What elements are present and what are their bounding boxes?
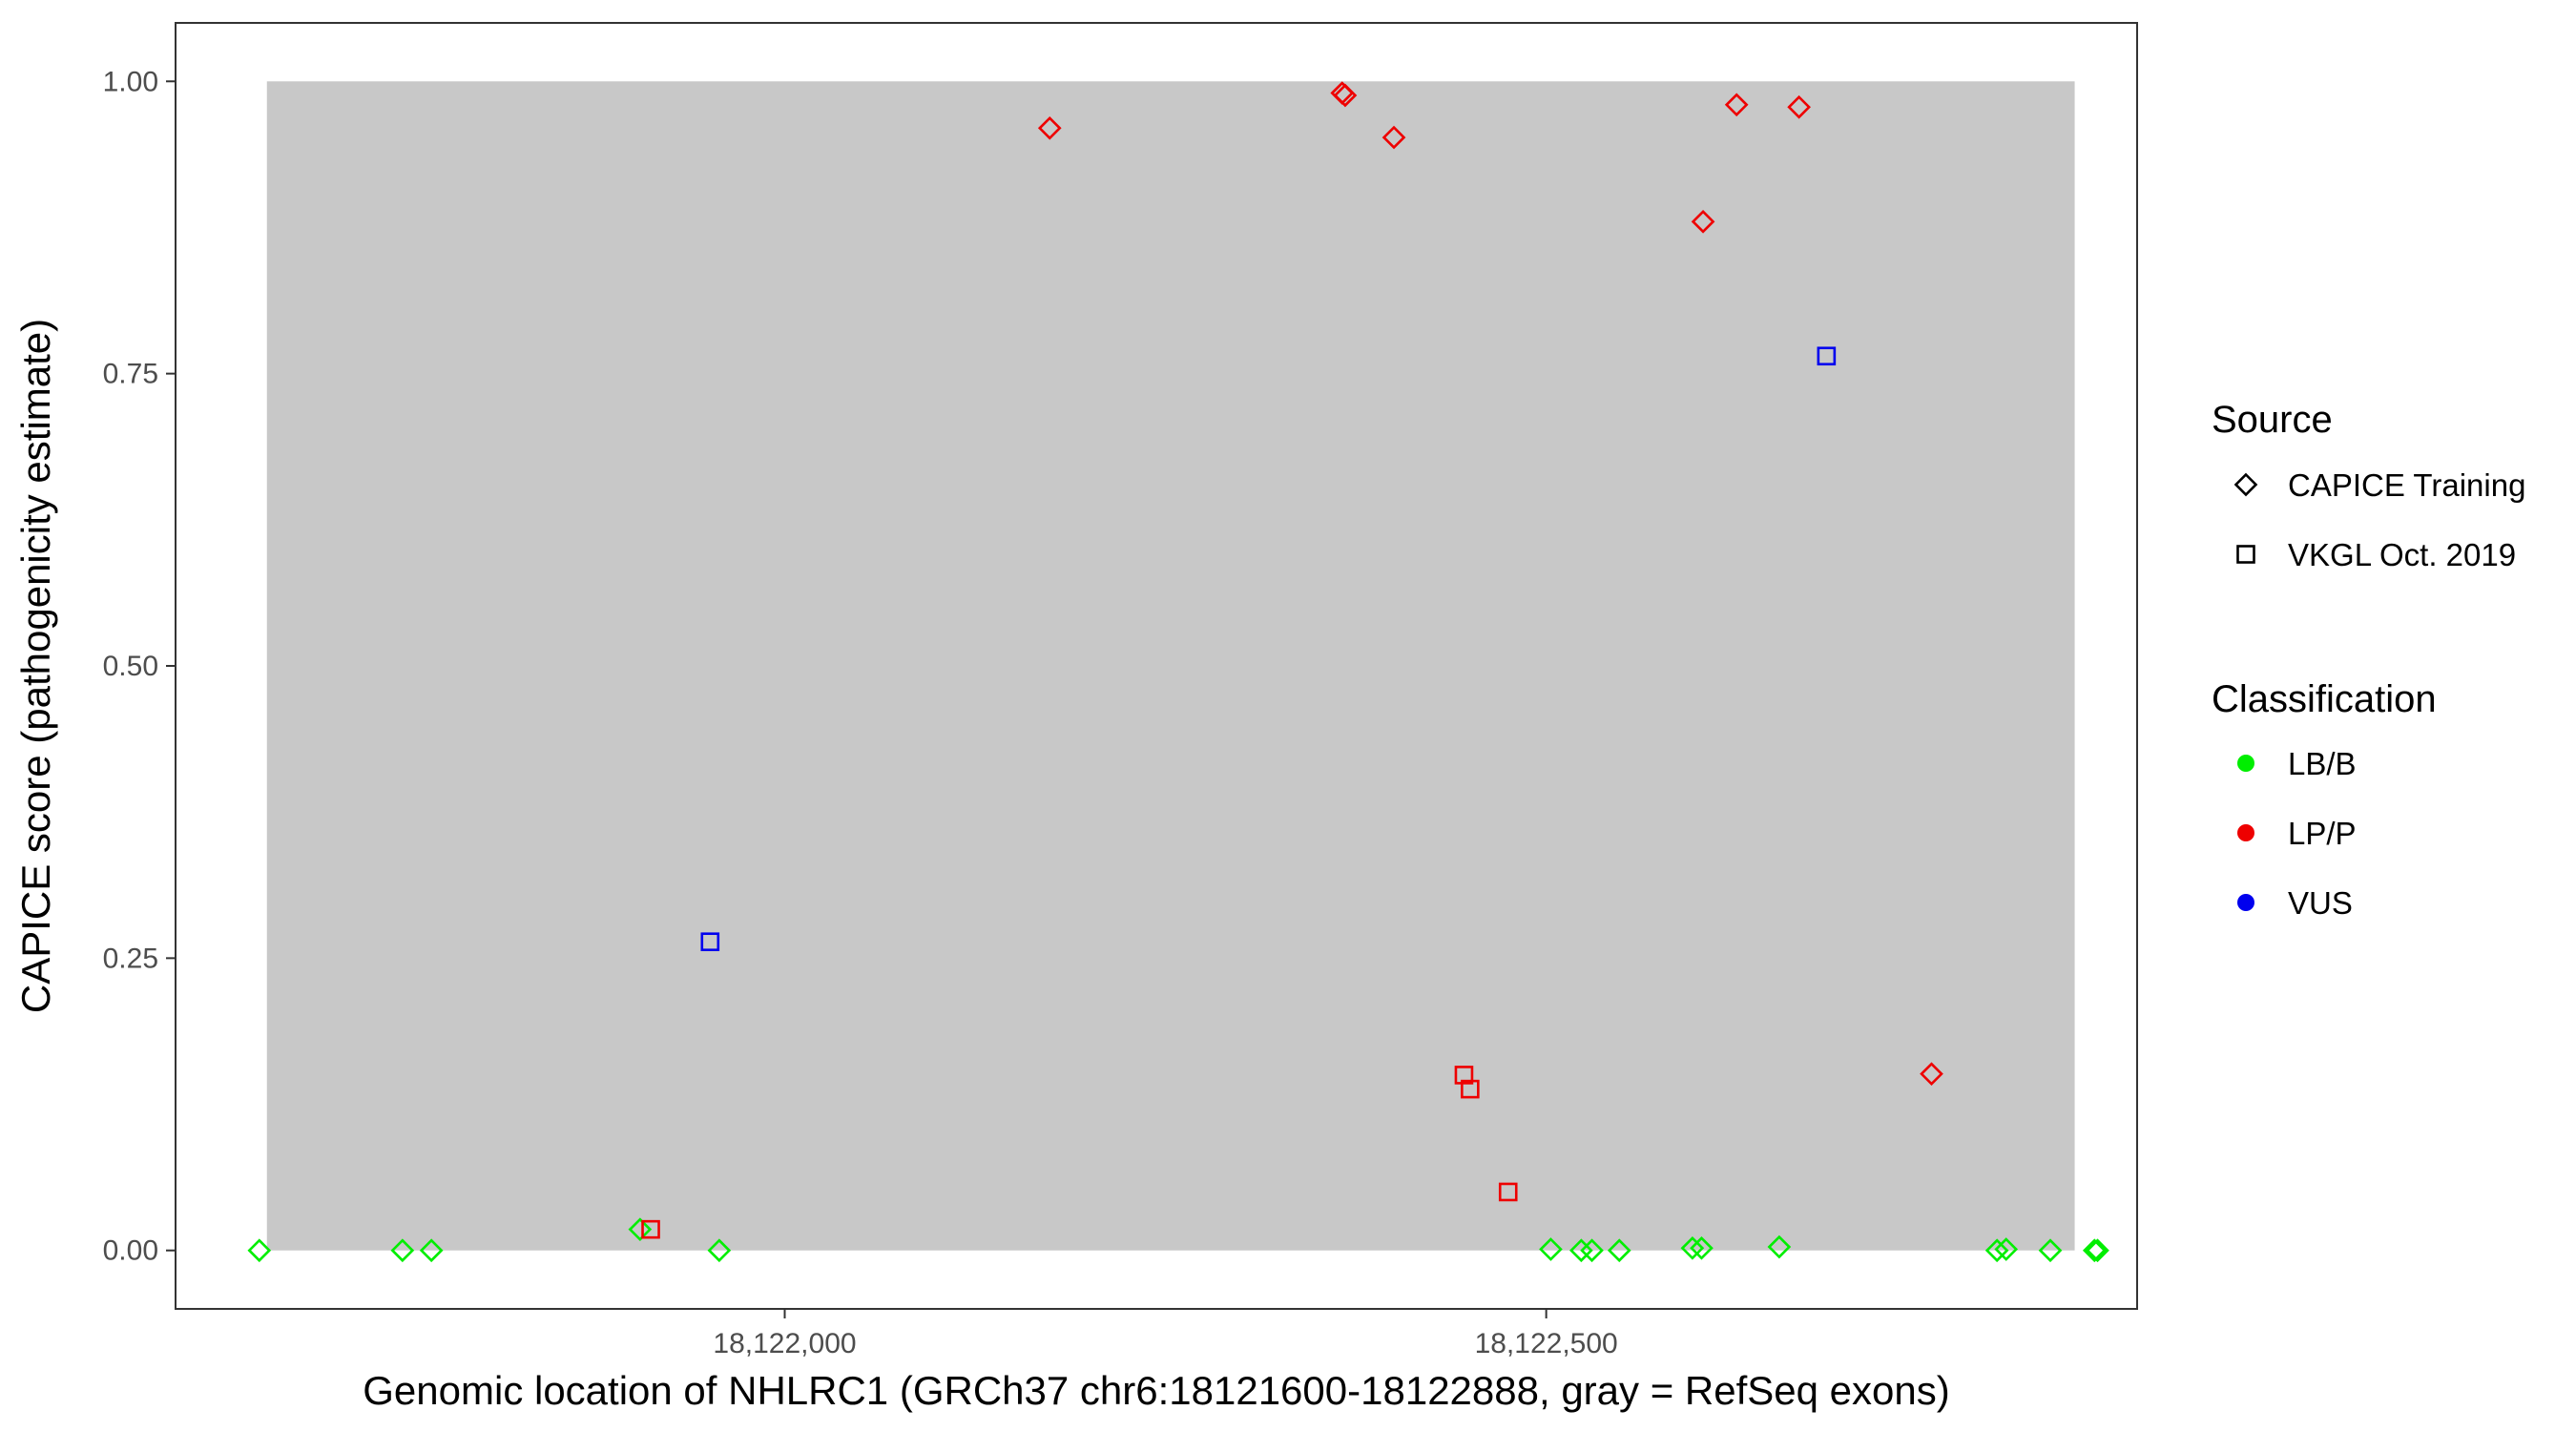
data-point — [2086, 1238, 2109, 1263]
data-point — [628, 1217, 653, 1242]
data-point — [1724, 93, 1749, 117]
legend-source-items: CAPICE Training VKGL Oct. 2019 — [2233, 467, 2525, 572]
y-axis-title: CAPICE score (pathogenicity estimate) — [13, 319, 58, 1013]
plot-area — [175, 22, 2138, 1310]
y-tick-label: 0.00 — [103, 1235, 158, 1267]
legend-label: VKGL Oct. 2019 — [2288, 537, 2516, 572]
data-point — [1984, 1238, 2009, 1263]
legend-classification-items: LB/B LP/P VUS — [2237, 746, 2357, 921]
data-point — [1787, 94, 1811, 119]
data-point — [1498, 1182, 1518, 1202]
legend-label: CAPICE Training — [2288, 467, 2525, 503]
x-axis-title: Genomic location of NHLRC1 (GRCh37 chr6:… — [363, 1368, 1949, 1413]
data-point — [390, 1238, 415, 1263]
data-point — [1454, 1066, 1474, 1085]
data-point — [1461, 1079, 1480, 1099]
legend-source: Source CAPICE Training VKGL Oct. 2019 — [2212, 399, 2525, 572]
y-tick-label: 0.50 — [103, 651, 158, 682]
data-point — [1690, 1235, 1714, 1260]
data-point — [1994, 1237, 2019, 1261]
legend-key-dot — [2237, 755, 2254, 772]
data-point — [641, 1219, 660, 1239]
data-point — [1607, 1238, 1631, 1263]
y-axis: 0.00 0.25 0.50 0.75 1.00 — [103, 66, 176, 1267]
x-axis: 18,122,000 18,122,500 — [713, 1309, 1618, 1359]
data-point — [1580, 1238, 1604, 1263]
data-point — [700, 932, 720, 952]
legend-key-dot — [2237, 894, 2254, 911]
legend-classification: Classification LB/B LP/P VUS — [2212, 678, 2437, 921]
exon-region — [266, 81, 2075, 1251]
data-point — [1767, 1234, 1792, 1259]
y-tick-label: 0.25 — [103, 943, 158, 974]
y-tick-label: 1.00 — [103, 66, 158, 97]
legend-key-diamond — [2233, 472, 2258, 497]
data-point — [1539, 1237, 1563, 1261]
data-point — [1680, 1235, 1705, 1260]
data-point — [247, 1238, 272, 1263]
data-point — [707, 1238, 732, 1263]
data-point — [1381, 125, 1406, 150]
data-point — [1817, 346, 1837, 366]
y-tick-label: 0.75 — [103, 359, 158, 390]
legend-label: VUS — [2288, 885, 2353, 921]
legend-title-classification: Classification — [2212, 678, 2437, 720]
legend-key-dot — [2237, 824, 2254, 841]
data-point — [2038, 1238, 2063, 1263]
data-point — [1569, 1238, 1593, 1263]
legend-title-source: Source — [2212, 399, 2333, 441]
legend-label: LB/B — [2288, 746, 2357, 781]
x-tick-label: 18,122,500 — [1475, 1328, 1618, 1359]
data-point — [419, 1238, 444, 1263]
data-point — [2082, 1238, 2107, 1263]
legend-key-square — [2236, 545, 2255, 564]
data-point — [1920, 1062, 1943, 1087]
data-point — [1333, 83, 1358, 108]
data-points — [247, 81, 2109, 1263]
x-tick-label: 18,122,000 — [713, 1328, 856, 1359]
legend-label: LP/P — [2288, 816, 2357, 851]
data-point — [1691, 209, 1715, 234]
data-point — [1037, 115, 1062, 140]
